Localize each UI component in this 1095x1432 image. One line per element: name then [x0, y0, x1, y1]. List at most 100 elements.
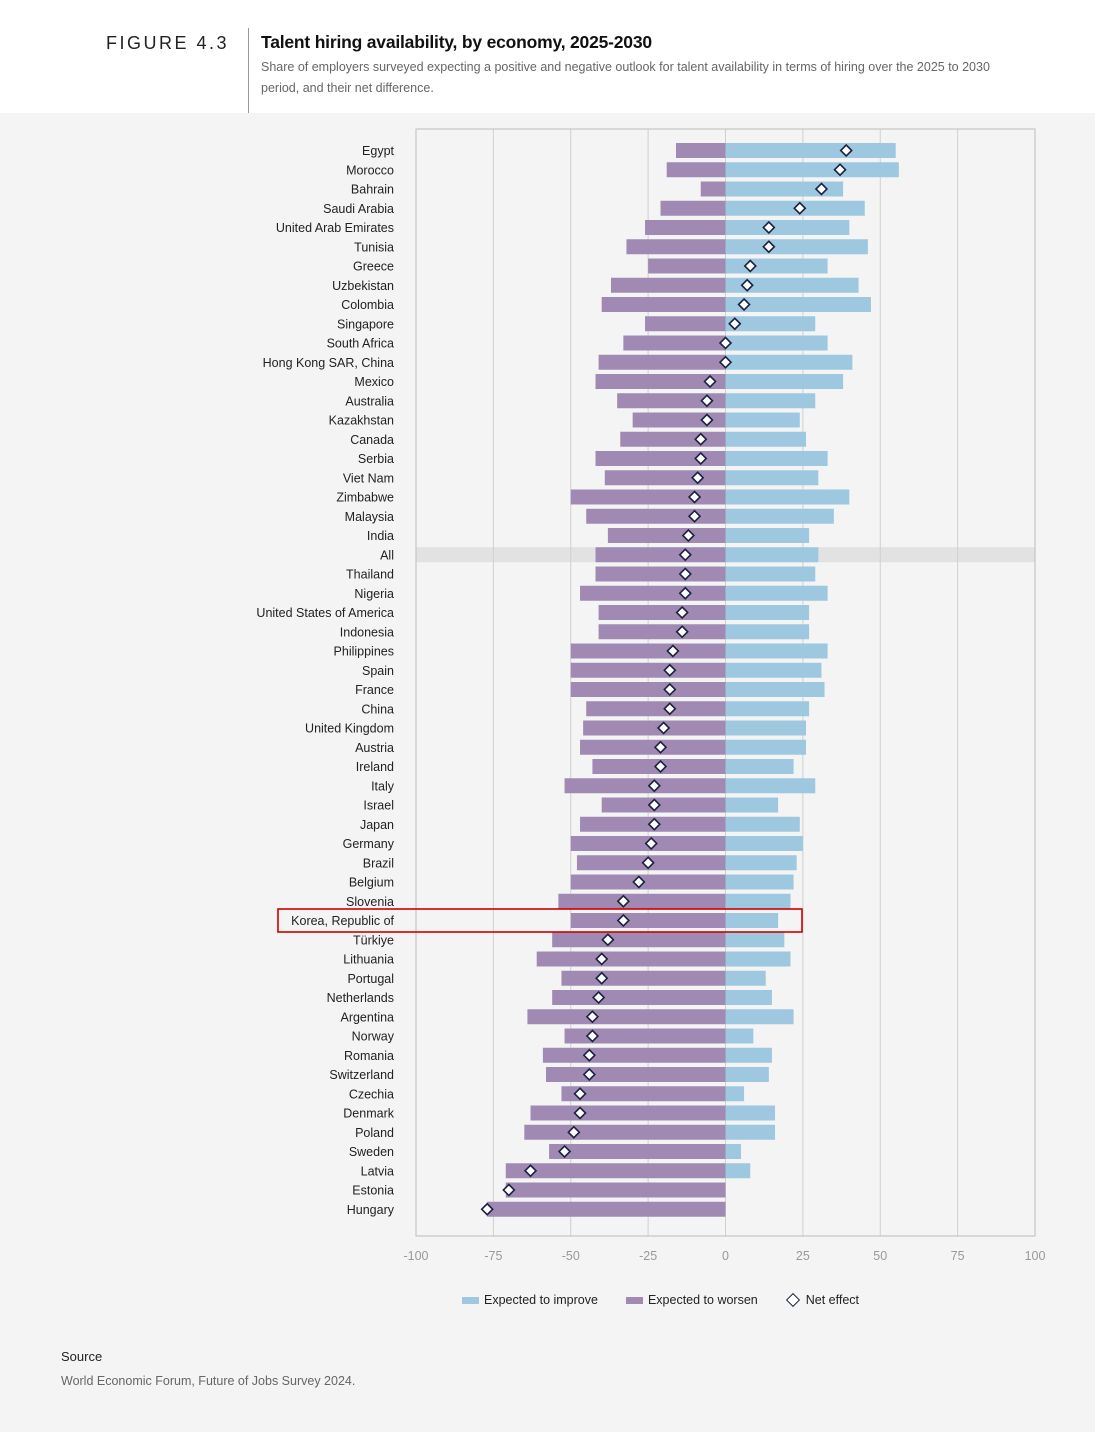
bar-worsen-czechia	[561, 1086, 726, 1102]
bar-worsen-estonia	[505, 1182, 726, 1198]
net-effect-marker-ireland	[653, 759, 668, 774]
bar-improve-malaysia	[725, 508, 834, 524]
category-label-romania: Romania	[344, 1049, 394, 1063]
category-label-tunisia: Tunisia	[354, 240, 394, 254]
x-tick-label-100: -100	[403, 1249, 428, 1263]
category-label-mexico: Mexico	[354, 375, 394, 389]
bar-worsen-nigeria	[580, 585, 726, 601]
net-effect-marker-denmark	[573, 1106, 587, 1120]
net-effect-marker-viet-nam	[691, 471, 705, 485]
bar-worsen-saudi-arabia	[660, 200, 726, 216]
bar-worsen-united-kingdom	[583, 720, 726, 736]
x-tick-label-100: 100	[1025, 1249, 1046, 1263]
category-label-china: China	[361, 702, 394, 716]
net-effect-marker-serbia	[694, 451, 708, 466]
category-label-estonia: Estonia	[352, 1184, 394, 1198]
bar-improve-portugal	[725, 970, 766, 986]
bar-worsen-portugal	[561, 970, 726, 986]
net-effect-marker-france	[663, 682, 677, 697]
net-effect-marker-czechia	[573, 1087, 587, 1101]
bar-improve-norway	[725, 1028, 754, 1044]
bar-worsen-romania	[542, 1047, 726, 1063]
category-label-kazakhstan: Kazakhstan	[329, 414, 394, 428]
bar-worsen-israel	[601, 797, 726, 813]
x-tick-label-75: -75	[484, 1249, 502, 1263]
net-effect-marker-norway	[585, 1029, 600, 1043]
category-label-greece: Greece	[353, 260, 394, 274]
net-effect-marker-zimbabwe	[687, 490, 702, 504]
chart-legend: Expected to improve Expected to worsen N…	[462, 1292, 887, 1308]
bar-improve-latvia	[725, 1163, 751, 1179]
bar-improve-lithuania	[725, 951, 791, 967]
bar-improve-mexico	[725, 374, 844, 389]
category-label-japan: Japan	[360, 818, 394, 832]
bar-worsen-lithuania	[536, 951, 726, 967]
category-label-latvia: Latvia	[361, 1164, 394, 1178]
bar-improve-argentina	[725, 1009, 794, 1025]
bar-worsen-latvia	[505, 1163, 726, 1179]
bar-improve-turkiye	[725, 932, 785, 948]
net-effect-marker-poland	[567, 1125, 581, 1139]
category-label-portugal: Portugal	[347, 972, 394, 986]
category-label-israel: Israel	[363, 799, 394, 813]
net-effect-marker-latvia	[523, 1164, 538, 1178]
bar-worsen-hong-kong-sar-china	[598, 354, 726, 370]
bar-worsen-tunisia	[626, 239, 726, 255]
category-label-netherlands: Netherlands	[327, 991, 394, 1005]
net-effect-marker-spain	[663, 663, 677, 677]
bar-improve-indonesia	[725, 624, 810, 640]
bar-improve-brazil	[725, 855, 797, 871]
bar-improve-austria	[725, 739, 806, 755]
category-label-hungary: Hungary	[347, 1203, 395, 1217]
legend-item-worsen: Expected to worsen	[625, 1293, 758, 1307]
bar-improve-czechia	[725, 1086, 745, 1102]
category-label-poland: Poland	[355, 1126, 394, 1140]
category-label-indonesia: Indonesia	[340, 625, 394, 639]
bar-worsen-italy	[564, 778, 726, 794]
net-effect-marker-saudi-arabia	[793, 201, 807, 215]
legend-label-improve: Expected to improve	[484, 1293, 598, 1307]
bar-worsen-argentina	[527, 1009, 726, 1025]
category-label-philippines: Philippines	[334, 645, 394, 659]
net-effect-marker-united-kingdom	[656, 721, 671, 735]
net-effect-marker-korea-republic-of	[616, 913, 630, 928]
bar-worsen-korea-republic-of	[570, 913, 726, 928]
bar-improve-germany	[725, 836, 803, 851]
bar-worsen-viet-nam	[604, 470, 726, 486]
figure-subtitle: Share of employers surveyed expecting a …	[261, 60, 990, 95]
bar-improve-bahrain	[725, 181, 844, 197]
bar-improve-japan	[725, 816, 800, 832]
net-effect-marker-colombia	[737, 297, 751, 312]
net-effect-marker-japan	[647, 817, 661, 831]
category-label-italy: Italy	[371, 779, 395, 793]
legend-swatch-worsen	[625, 1296, 643, 1304]
figure-label: FIGURE 4.3	[106, 33, 230, 53]
x-tick-label-0: 0	[722, 1249, 729, 1263]
bar-improve-united-states-of-america	[725, 605, 810, 620]
net-effect-marker-germany	[644, 836, 658, 851]
net-effect-marker-netherlands	[591, 990, 606, 1005]
category-label-thailand: Thailand	[346, 568, 394, 582]
category-label-bahrain: Bahrain	[351, 183, 394, 197]
net-effect-marker-indonesia	[675, 625, 689, 639]
bar-improve-tunisia	[725, 239, 868, 255]
net-effect-marker-hong-kong-sar-china	[718, 355, 733, 369]
net-effect-diamond-icon	[785, 1292, 800, 1308]
net-effect-marker-china	[663, 702, 677, 716]
legend-label-worsen: Expected to worsen	[647, 1293, 758, 1307]
bar-worsen-morocco	[666, 162, 726, 178]
bar-worsen-bahrain	[700, 181, 726, 197]
bar-improve-france	[725, 682, 825, 697]
bar-improve-hong-kong-sar-china	[725, 354, 853, 370]
category-label-united-arab-emirates: United Arab Emirates	[276, 221, 394, 235]
bar-improve-egypt	[725, 143, 896, 158]
talent-availability-chart: Egypt Morocco Bahrain Saudi Arabia United Ar…	[256, 128, 1046, 1263]
bar-improve-greece	[725, 258, 828, 274]
net-effect-marker-slovenia	[616, 894, 630, 908]
category-label-germany: Germany	[343, 837, 395, 851]
net-effect-marker-egypt	[839, 143, 853, 158]
category-label-lithuania: Lithuania	[343, 953, 394, 967]
net-effect-marker-austria	[653, 740, 668, 754]
bar-improve-singapore	[725, 316, 816, 332]
header-divider	[248, 28, 249, 113]
